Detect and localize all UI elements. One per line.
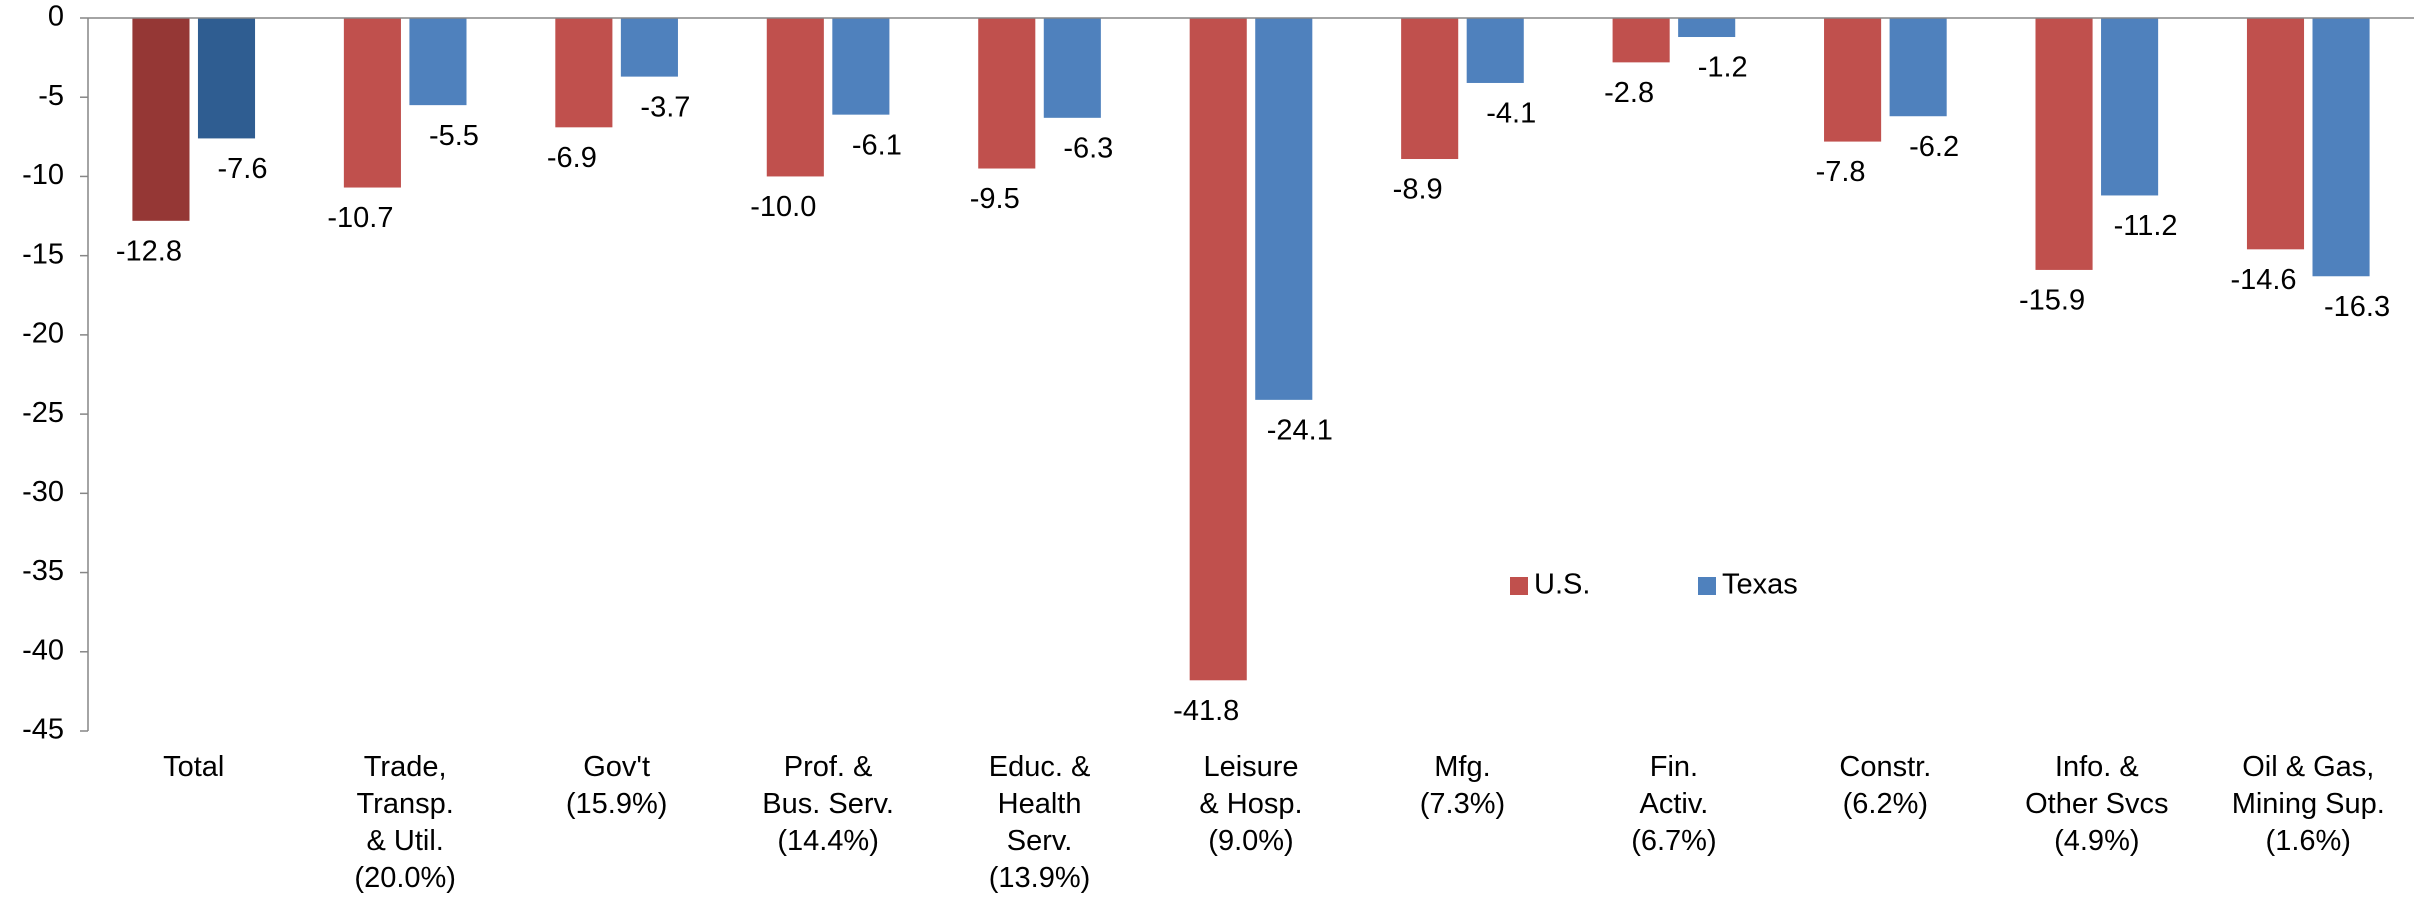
bar bbox=[978, 18, 1036, 169]
bar bbox=[132, 18, 190, 221]
value-label: -6.2 bbox=[1909, 131, 1959, 163]
bar bbox=[555, 18, 613, 128]
value-label: -10.7 bbox=[327, 202, 393, 234]
value-label: -6.1 bbox=[852, 129, 902, 161]
bar bbox=[409, 18, 467, 106]
bar bbox=[1612, 18, 1670, 63]
x-tick-label: Prof. & Bus. Serv. (14.4%) bbox=[762, 751, 894, 857]
y-tick-label: -10 bbox=[22, 159, 64, 191]
y-tick-label: -35 bbox=[22, 555, 64, 587]
bar bbox=[1678, 18, 1736, 38]
value-label: -10.0 bbox=[750, 191, 816, 223]
value-label: -14.6 bbox=[2230, 264, 2296, 296]
legend-label: Texas bbox=[1722, 569, 1798, 601]
y-tick-label: -30 bbox=[22, 476, 64, 508]
x-tick-label: Gov't (15.9%) bbox=[566, 751, 668, 820]
x-tick-label: Info. & Other Svcs (4.9%) bbox=[2025, 751, 2168, 857]
value-label: -7.6 bbox=[218, 153, 268, 185]
bar bbox=[1043, 18, 1101, 118]
value-label: -24.1 bbox=[1267, 415, 1333, 447]
x-tick-label: Mfg. (7.3%) bbox=[1420, 751, 1505, 820]
bar bbox=[1255, 18, 1313, 400]
bar bbox=[1824, 18, 1882, 142]
value-label: -11.2 bbox=[2114, 210, 2178, 242]
value-label: -16.3 bbox=[2324, 291, 2390, 323]
y-tick-label: 0 bbox=[48, 1, 64, 33]
value-label: -6.9 bbox=[547, 142, 597, 174]
y-tick-label: -45 bbox=[22, 714, 64, 746]
y-tick-label: -40 bbox=[22, 634, 64, 666]
x-tick-label: Educ. & Health Serv. (13.9%) bbox=[989, 751, 1091, 894]
bar bbox=[2312, 18, 2370, 277]
x-tick-label: Fin. Activ. (6.7%) bbox=[1631, 751, 1716, 857]
y-tick-label: -5 bbox=[38, 80, 64, 112]
value-label: -9.5 bbox=[970, 183, 1020, 215]
x-tick-label: Constr. (6.2%) bbox=[1839, 751, 1931, 820]
bar bbox=[2101, 18, 2159, 196]
bar bbox=[766, 18, 824, 177]
bar bbox=[1401, 18, 1459, 160]
x-tick-label: Total bbox=[163, 751, 224, 783]
value-label: -5.5 bbox=[429, 120, 479, 152]
x-tick-label: Leisure & Hosp. (9.0%) bbox=[1199, 751, 1302, 857]
value-label: -7.8 bbox=[1816, 156, 1866, 188]
legend-swatch bbox=[1698, 577, 1716, 595]
value-label: -15.9 bbox=[2019, 285, 2085, 317]
value-label: -2.8 bbox=[1604, 77, 1654, 109]
value-label: -6.3 bbox=[1063, 132, 1113, 164]
bar bbox=[1189, 18, 1247, 681]
legend-label: U.S. bbox=[1534, 569, 1590, 601]
value-label: -1.2 bbox=[1698, 52, 1748, 84]
value-label: -8.9 bbox=[1393, 174, 1443, 206]
value-label: -12.8 bbox=[116, 235, 182, 267]
x-tick-label: Trade, Transp. & Util. (20.0%) bbox=[354, 751, 456, 894]
bar bbox=[832, 18, 890, 115]
bar bbox=[2035, 18, 2093, 270]
value-label: -41.8 bbox=[1173, 695, 1239, 727]
bar bbox=[1889, 18, 1947, 117]
y-tick-label: -25 bbox=[22, 397, 64, 429]
bar bbox=[1466, 18, 1524, 83]
x-tick-label: Oil & Gas, Mining Sup. (1.6%) bbox=[2232, 751, 2385, 857]
bar bbox=[620, 18, 678, 77]
y-tick-label: -15 bbox=[22, 238, 64, 270]
legend-swatch bbox=[1510, 577, 1528, 595]
y-tick-label: -20 bbox=[22, 318, 64, 350]
value-label: -4.1 bbox=[1486, 98, 1536, 130]
bar bbox=[2246, 18, 2305, 250]
bar bbox=[343, 18, 401, 188]
bar bbox=[197, 18, 256, 139]
value-label: -3.7 bbox=[640, 91, 690, 123]
